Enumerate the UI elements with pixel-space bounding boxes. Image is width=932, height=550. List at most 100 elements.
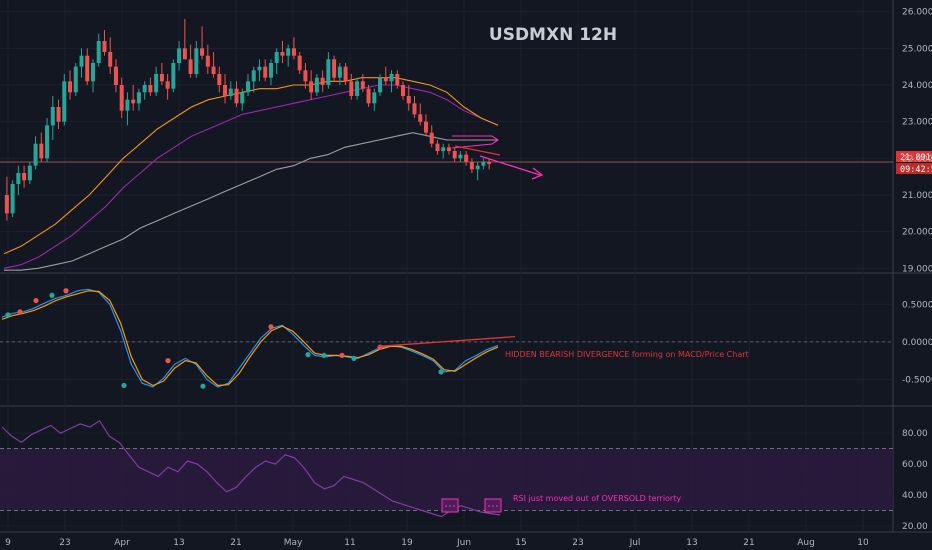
candle-body xyxy=(435,143,440,151)
y-tick-label: 40.00 xyxy=(902,491,928,501)
x-tick-label: 21 xyxy=(743,538,754,548)
chart-title: USDMXN 12H xyxy=(489,25,617,45)
y-tick-label: 20.00000 xyxy=(902,228,932,238)
candle-body xyxy=(4,195,9,214)
candle-body xyxy=(280,52,285,56)
candle-body xyxy=(475,165,480,170)
candle-body xyxy=(177,48,182,63)
candle-body xyxy=(366,88,371,104)
price-divergence-line xyxy=(454,145,501,156)
candle-body xyxy=(332,59,337,78)
macd-cross-dot xyxy=(339,352,345,359)
rsi-annotation: RSI just moved out of OVERSOLD terriorty xyxy=(513,494,681,503)
candle-body xyxy=(148,85,153,93)
macd-divergence-line xyxy=(377,335,516,348)
candle-body xyxy=(16,173,21,184)
candle-body xyxy=(343,66,348,82)
fast-moving-average xyxy=(3,77,499,255)
candle-body xyxy=(22,173,27,181)
y-tick-label: 22.00000 xyxy=(902,154,932,164)
candle-body xyxy=(452,151,457,159)
candle-body xyxy=(406,96,411,104)
candle-body xyxy=(125,99,130,111)
price-arrow-line xyxy=(479,155,541,176)
candle-body xyxy=(108,52,113,67)
candle-body xyxy=(418,114,423,122)
candle-body xyxy=(102,41,107,52)
candle-body xyxy=(33,143,38,166)
macd-cross-dot xyxy=(49,292,55,298)
candle-body xyxy=(401,85,406,96)
macd-cross-dot xyxy=(377,344,383,350)
candle-body xyxy=(223,85,228,96)
candle-body xyxy=(423,121,428,133)
y-tick-label: 20.00 xyxy=(902,522,928,532)
candle-body xyxy=(165,81,170,89)
price-arrow-head xyxy=(531,167,544,180)
candle-body xyxy=(39,143,44,159)
candle-body xyxy=(171,63,176,89)
macd-cross-dot xyxy=(438,369,444,375)
candle-body xyxy=(45,125,50,159)
candle-body xyxy=(326,59,331,85)
candle-body xyxy=(154,74,159,93)
x-tick-label: 23 xyxy=(572,538,583,548)
rsi-line xyxy=(1,419,501,518)
macd-panel xyxy=(0,288,893,389)
candle-body xyxy=(79,55,84,67)
x-tick-label: 15 xyxy=(515,538,526,548)
x-tick-label: 11 xyxy=(344,538,355,548)
candle-body xyxy=(56,107,61,122)
macd-cross-dot xyxy=(121,382,127,389)
x-tick-label: 19 xyxy=(401,538,413,548)
candle-body xyxy=(90,63,95,82)
candle-body xyxy=(429,132,434,144)
candle-body xyxy=(159,74,164,82)
x-tick-label: 13 xyxy=(173,538,184,548)
candle-body xyxy=(251,70,256,82)
candle-body xyxy=(383,77,388,82)
candle-body xyxy=(245,81,251,93)
y-axis-layer: 26.00000 25.00000 24.00000 23.00000 22.00000… xyxy=(902,8,932,532)
candle-body xyxy=(378,77,383,93)
candle-body xyxy=(314,77,319,93)
candle-body xyxy=(263,66,268,78)
macd-cross-dot xyxy=(268,324,274,330)
candle-body xyxy=(372,92,377,104)
macd-cross-dot xyxy=(351,355,357,362)
macd-line xyxy=(1,288,499,388)
candle-body xyxy=(119,85,124,111)
candle-body xyxy=(320,77,325,85)
candle-body xyxy=(349,81,354,96)
price-tag-last: 21.89140 xyxy=(900,153,932,163)
y-tick-label: 24.00000 xyxy=(902,81,932,91)
candle-body xyxy=(234,88,239,104)
x-tick-label: 21 xyxy=(230,538,241,548)
candle-body xyxy=(113,66,118,85)
candle-body xyxy=(360,81,365,89)
mid-moving-average xyxy=(3,84,499,269)
candle-body xyxy=(211,66,216,74)
slow-moving-average xyxy=(4,132,498,271)
price-tag-countdown: 09:42:53 xyxy=(900,165,932,175)
candle-body xyxy=(200,48,205,56)
y-tick-label: 25.00000 xyxy=(902,44,932,54)
candle-body xyxy=(458,154,463,159)
candle-body xyxy=(257,66,262,71)
x-tick-label: May xyxy=(284,538,303,548)
x-tick-label: Jul xyxy=(629,538,641,548)
candle-body xyxy=(303,70,308,82)
price-tag-bg xyxy=(896,151,932,162)
macd-cross-dot xyxy=(321,352,327,359)
candle-body xyxy=(85,55,90,82)
candle-body xyxy=(240,92,245,104)
macd-cross-dot xyxy=(33,297,39,304)
countdown-tag-bg xyxy=(896,163,932,174)
x-tick-label: Apr xyxy=(114,538,130,548)
candle-body xyxy=(464,154,469,162)
x-tick-label: 13 xyxy=(686,538,697,548)
candle-body xyxy=(62,81,67,122)
x-tick-label: Aug xyxy=(797,538,815,548)
candle-body xyxy=(73,66,78,93)
